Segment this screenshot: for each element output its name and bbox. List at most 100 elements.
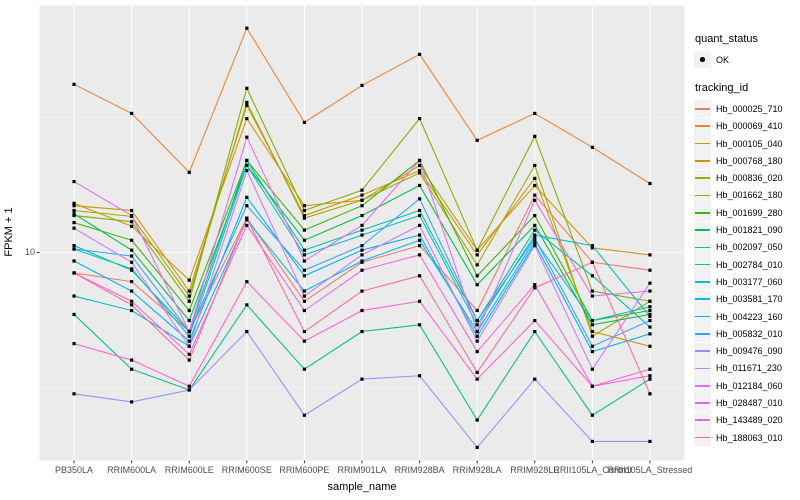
legend-key-swatch bbox=[694, 152, 711, 170]
data-point bbox=[302, 268, 307, 272]
data-point bbox=[130, 299, 134, 303]
data-point bbox=[648, 289, 652, 293]
data-point bbox=[72, 213, 76, 218]
data-point bbox=[360, 233, 364, 237]
data-point bbox=[533, 241, 537, 246]
legend-entry-Hb_001821_090: Hb_001821_090 bbox=[694, 221, 800, 239]
legend-entry-ok: OK bbox=[694, 51, 800, 69]
legend-entry-label: Hb_000768_180 bbox=[716, 155, 783, 166]
data-point bbox=[590, 244, 594, 248]
data-point bbox=[475, 253, 479, 257]
data-point bbox=[302, 308, 307, 313]
data-point bbox=[245, 163, 249, 168]
data-point bbox=[475, 318, 479, 323]
data-point bbox=[590, 274, 594, 278]
data-point bbox=[302, 274, 307, 278]
legend-line-icon bbox=[695, 384, 710, 387]
data-point bbox=[130, 238, 134, 242]
data-point bbox=[648, 268, 652, 272]
legend-title-quant-status: quant_status bbox=[695, 33, 758, 45]
legend-entry-Hb_002784_010: Hb_002784_010 bbox=[694, 256, 800, 274]
y-axis-tick-label: 10 bbox=[24, 247, 35, 258]
data-point bbox=[417, 253, 422, 257]
data-point bbox=[475, 349, 479, 354]
legend-line-icon bbox=[695, 436, 710, 439]
legend-entry-label: OK bbox=[716, 54, 730, 65]
data-point bbox=[360, 213, 364, 218]
data-point bbox=[72, 271, 76, 275]
x-tick-label-RRII105LA_Control: RRII105LA_Control bbox=[553, 465, 632, 475]
data-point bbox=[72, 312, 76, 317]
data-point bbox=[245, 135, 249, 139]
data-point bbox=[72, 294, 76, 298]
data-point bbox=[417, 233, 422, 237]
data-point bbox=[187, 294, 191, 298]
data-point bbox=[475, 418, 479, 422]
data-point bbox=[187, 388, 191, 392]
data-point bbox=[360, 259, 364, 263]
data-point bbox=[130, 220, 134, 224]
data-point bbox=[475, 329, 479, 334]
legend-key-swatch bbox=[694, 325, 711, 343]
data-point bbox=[417, 168, 422, 173]
data-point bbox=[590, 323, 594, 327]
x-tick-label-RRIM600LA: RRIM600LA bbox=[107, 465, 157, 475]
legend-line-icon bbox=[695, 315, 710, 318]
legend-key-swatch bbox=[694, 290, 711, 308]
data-point bbox=[417, 52, 422, 56]
data-point bbox=[533, 236, 537, 240]
legend-entry-label: Hb_003581_170 bbox=[716, 294, 783, 305]
data-point bbox=[417, 158, 422, 163]
legend-entry-label: Hb_028487_010 bbox=[716, 397, 783, 408]
data-point bbox=[302, 299, 307, 303]
data-point bbox=[130, 303, 134, 307]
data-point bbox=[187, 352, 191, 356]
legend-key-swatch bbox=[694, 273, 711, 291]
data-point bbox=[187, 329, 191, 334]
legend-entry-Hb_009476_090: Hb_009476_090 bbox=[694, 342, 800, 360]
legend-line-icon bbox=[695, 402, 710, 404]
data-point bbox=[475, 248, 479, 252]
x-tick-label-RRIM928BA: RRIM928BA bbox=[394, 465, 445, 475]
data-point bbox=[417, 223, 422, 227]
data-point bbox=[130, 260, 134, 264]
data-point bbox=[187, 384, 191, 388]
legend-section-tracking-id: tracking_id Hb_000025_710 Hb_000069_410 Hb… bbox=[694, 82, 800, 447]
data-point bbox=[130, 224, 134, 228]
data-point bbox=[72, 212, 76, 216]
data-point bbox=[417, 323, 422, 327]
data-point bbox=[72, 244, 76, 248]
data-point bbox=[72, 226, 76, 230]
data-point bbox=[590, 439, 594, 444]
data-point bbox=[648, 181, 652, 186]
data-point bbox=[590, 145, 594, 149]
data-point bbox=[417, 183, 422, 188]
data-point bbox=[417, 213, 422, 218]
data-point bbox=[648, 312, 652, 317]
legend-key-swatch bbox=[694, 204, 711, 222]
data-point bbox=[533, 134, 537, 138]
x-tick-label-RRIM600SE: RRIM600SE bbox=[221, 465, 272, 475]
legend-entry-label: Hb_011671_230 bbox=[716, 363, 782, 374]
data-point bbox=[648, 367, 652, 371]
data-point bbox=[130, 111, 134, 116]
data-point bbox=[302, 413, 307, 417]
legend-entry-label: Hb_000836_020 bbox=[716, 173, 783, 184]
legend-key-swatch bbox=[694, 377, 711, 395]
x-tick-label-RRIM600PE: RRIM600PE bbox=[279, 465, 330, 475]
data-point bbox=[648, 314, 652, 319]
data-point bbox=[302, 248, 307, 252]
data-point bbox=[302, 294, 307, 298]
data-point bbox=[475, 138, 479, 142]
data-point bbox=[360, 248, 364, 252]
legend-entry-Hb_003581_170: Hb_003581_170 bbox=[694, 290, 800, 308]
legend-tracking-entries: Hb_000025_710 Hb_000069_410 Hb_000105_040 H… bbox=[694, 100, 800, 447]
data-point bbox=[590, 294, 594, 298]
legend-entry-Hb_001662_180: Hb_001662_180 bbox=[694, 186, 800, 204]
data-point bbox=[245, 100, 249, 105]
data-point bbox=[533, 286, 537, 290]
point-marker-icon bbox=[700, 57, 705, 62]
data-point bbox=[475, 323, 479, 327]
